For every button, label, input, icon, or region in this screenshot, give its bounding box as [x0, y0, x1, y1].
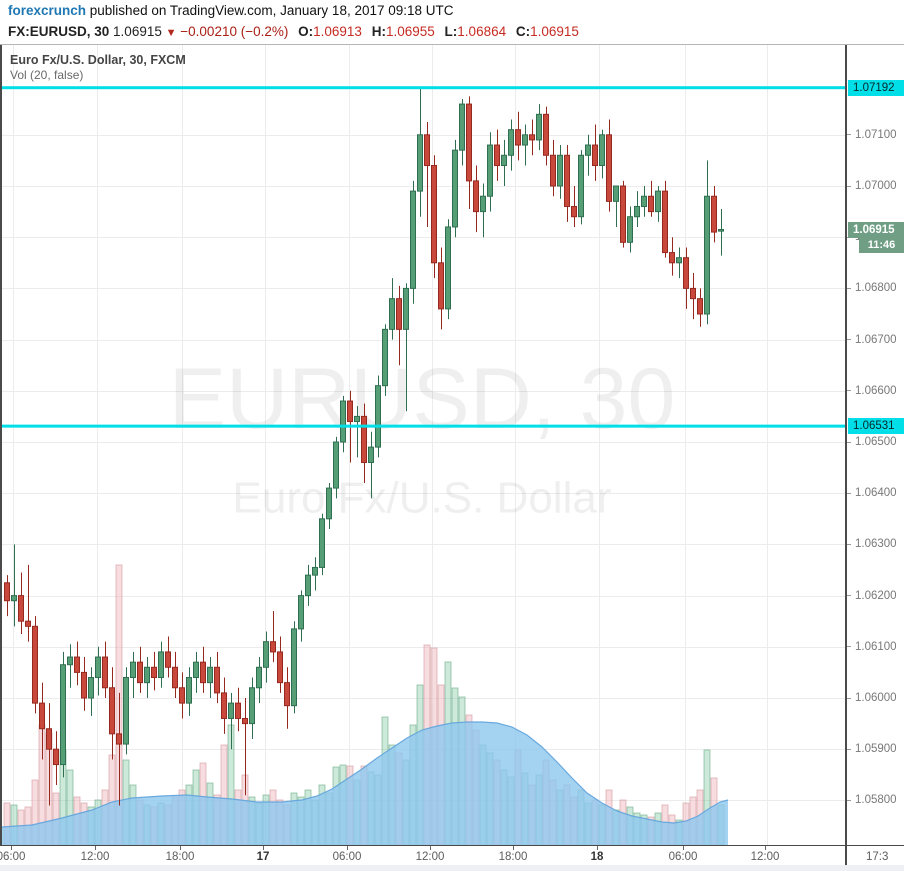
- time-label-day: 18: [590, 851, 604, 863]
- price-tick-mark: [847, 492, 851, 494]
- credit-bar: forexcrunch published on TradingView.com…: [0, 0, 904, 22]
- time-label: 18:00: [498, 851, 528, 863]
- low-label: L:: [444, 24, 458, 39]
- time-tick-mark: [263, 846, 264, 850]
- open-value: 1.06913: [313, 24, 362, 39]
- symbol-label[interactable]: FX:EURUSD, 30: [8, 24, 110, 39]
- price-tick-label: 1.06500: [855, 436, 897, 448]
- price-tick-label: 1.06100: [855, 640, 897, 653]
- price-tick-label: 1.07100: [855, 128, 897, 141]
- time-label: 18:00: [165, 851, 195, 863]
- time-label: 17:3: [866, 851, 889, 863]
- time-tick-mark: [11, 846, 12, 850]
- alert-price-label: 1.07192: [848, 79, 904, 96]
- time-tick-mark: [513, 846, 514, 850]
- high-value: 1.06955: [385, 24, 435, 39]
- price-tick-mark: [847, 697, 851, 699]
- svg-text:Euro Fx/U.S. Dollar: Euro Fx/U.S. Dollar: [233, 474, 612, 523]
- open-label: O:: [298, 24, 314, 39]
- price-tick-mark: [847, 441, 851, 443]
- alert-price-label: 1.06531: [848, 418, 904, 435]
- last-price-label: 1.06915: [848, 221, 904, 238]
- bottom-strip: [0, 865, 904, 871]
- price-tick-mark: [847, 543, 851, 545]
- time-label: 06:00: [0, 851, 26, 863]
- chart-zone: EURUSD, 30 Euro Fx/U.S. Dollar Euro Fx/U.…: [0, 44, 904, 871]
- price-tick-label: 1.06600: [855, 384, 897, 397]
- price-tick-label: 1.06200: [855, 589, 897, 602]
- price-tick-label: 1.06700: [855, 333, 897, 346]
- close-label: C:: [515, 24, 531, 39]
- last-price: 1.06915: [113, 24, 162, 39]
- price-tick-label: 1.05800: [855, 794, 897, 807]
- time-label: 06:00: [668, 851, 698, 863]
- time-label: 12:00: [415, 851, 445, 863]
- price-change: −0.00210 (−0.2%): [180, 24, 289, 39]
- svg-text:EURUSD, 30: EURUSD, 30: [169, 351, 676, 447]
- price-tick-mark: [847, 134, 851, 136]
- price-tick-label: 1.05900: [855, 743, 897, 756]
- alert-lines: [2, 86, 845, 428]
- time-tick-mark: [765, 846, 766, 850]
- low-value: 1.06864: [457, 24, 507, 39]
- time-tick-mark: [180, 846, 181, 850]
- price-tick-label: 1.07000: [855, 180, 897, 192]
- watermark: EURUSD, 30 Euro Fx/U.S. Dollar: [169, 351, 676, 523]
- price-tick-label: 1.06300: [855, 538, 897, 551]
- time-label: 12:00: [750, 851, 780, 863]
- price-tick-mark: [847, 287, 851, 289]
- price-tick-mark: [847, 185, 851, 187]
- price-tick-mark: [847, 799, 851, 801]
- price-tick-label: 1.06800: [855, 282, 897, 295]
- time-tick-mark: [683, 846, 684, 850]
- bar-countdown-label: 11:46: [859, 237, 904, 253]
- time-axis[interactable]: 06:00 12:00 18:00 17 06:00 12:00 18:00 18 06:00 1…: [0, 845, 904, 871]
- credit-source-link[interactable]: forexcrunch: [8, 3, 87, 18]
- high-label: H:: [371, 24, 386, 39]
- credit-text: published on TradingView.com, January 18…: [86, 3, 454, 18]
- price-tick-label: 1.06000: [855, 692, 897, 704]
- time-tick-mark: [430, 846, 431, 850]
- price-tick-mark: [847, 748, 851, 750]
- time-tick-mark: [347, 846, 348, 850]
- price-tick-mark: [847, 595, 851, 597]
- time-tick-mark: [597, 846, 598, 850]
- quote-bar: FX:EURUSD, 30 1.06915 ▼ −0.00210 (−0.2%)…: [0, 22, 904, 44]
- price-tick-mark: [847, 339, 851, 341]
- down-arrow-icon: ▼: [165, 27, 177, 39]
- time-label: 12:00: [80, 851, 110, 863]
- close-value: 1.06915: [530, 24, 579, 39]
- price-pane[interactable]: EURUSD, 30 Euro Fx/U.S. Dollar Euro Fx/U.…: [0, 45, 845, 846]
- volume-ma-area: [2, 721, 729, 845]
- price-tick-mark: [847, 390, 851, 392]
- time-label-day: 17: [256, 851, 270, 863]
- price-chart-canvas[interactable]: EURUSD, 30 Euro Fx/U.S. Dollar: [2, 45, 845, 846]
- candles: [4, 87, 724, 806]
- price-axis[interactable]: 1.071001.070001.069001.068001.067001.066…: [845, 45, 904, 871]
- time-tick-mark: [95, 846, 96, 850]
- time-label: 06:00: [332, 851, 362, 863]
- price-tick-label: 1.06400: [855, 487, 897, 500]
- price-tick-mark: [847, 646, 851, 648]
